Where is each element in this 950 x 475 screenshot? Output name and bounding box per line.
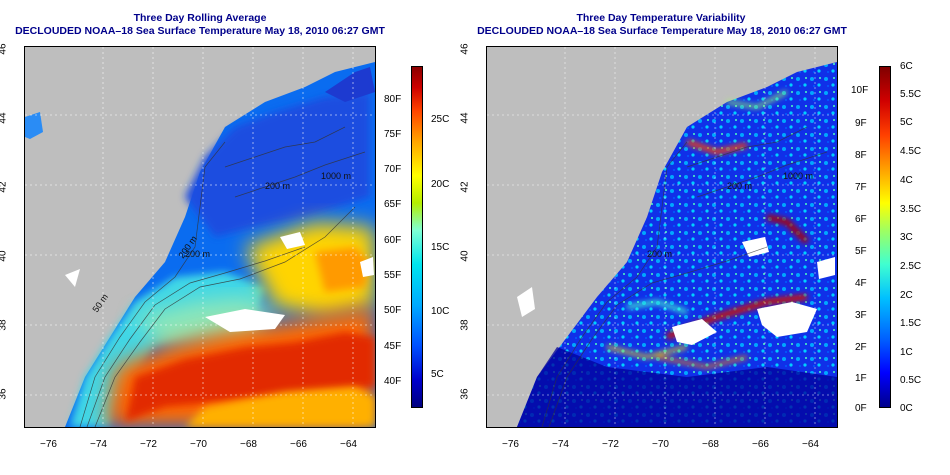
y-tick: 38 <box>459 319 471 331</box>
left-panel-title: Three Day Rolling Average <box>133 12 267 24</box>
colorbar-label-f: 1F <box>855 373 867 384</box>
y-tick: 42 <box>459 181 471 193</box>
y-tick: 42 <box>0 181 9 193</box>
colorbar-label-c: 0.5C <box>900 375 922 386</box>
x-tick: −68 <box>240 439 257 450</box>
y-tick: 38 <box>0 319 9 331</box>
x-tick: −72 <box>602 439 619 450</box>
y-tick: 44 <box>0 112 9 124</box>
x-tick: −68 <box>702 439 719 450</box>
left-panel-subtitle: DECLOUDED NOAA–18 Sea Surface Temperatur… <box>15 25 385 37</box>
colorbar-label-f: 4F <box>855 278 867 289</box>
left-map[interactable]: 200 m 200 m 1000 m 50 m 200 m <box>24 46 376 428</box>
x-tick: −76 <box>502 439 519 450</box>
y-tick: 46 <box>0 43 9 55</box>
colorbar-label-f: 70F <box>384 164 402 175</box>
colorbar-label-f: 5F <box>855 246 867 257</box>
y-tick: 36 <box>0 388 9 400</box>
colorbar-label-f: 60F <box>384 235 402 246</box>
colorbar-label-f: 65F <box>384 199 402 210</box>
x-tick: −74 <box>552 439 569 450</box>
contour-label: 200 m <box>727 181 752 191</box>
colorbar-label-c: 6C <box>900 61 913 72</box>
colorbar-label-f: 50F <box>384 305 402 316</box>
colorbar-label-c: 4.5C <box>900 146 922 157</box>
y-tick: 36 <box>459 388 471 400</box>
colorbar-label-c: 3C <box>900 232 913 243</box>
colorbar-label-c: 3.5C <box>900 204 922 215</box>
right-map[interactable]: 200 m 1000 m 200 m <box>486 46 838 428</box>
x-tick: −70 <box>190 439 207 450</box>
colorbar-label-f: 40F <box>384 376 402 387</box>
ocean-area <box>517 62 837 427</box>
x-tick: −64 <box>802 439 819 450</box>
colorbar-label-f: 10F <box>851 85 869 96</box>
colorbar-label-f: 7F <box>855 182 867 193</box>
y-tick: 40 <box>459 250 471 262</box>
right-panel-title: Three Day Temperature Variability <box>576 12 746 24</box>
colorbar-label-c: 1.5C <box>900 318 922 329</box>
x-tick: −66 <box>752 439 769 450</box>
colorbar-label-f: 45F <box>384 341 402 352</box>
y-tick: 40 <box>0 250 9 262</box>
colorbar-label-c: 25C <box>431 114 450 125</box>
contour-label: 1000 m <box>783 171 813 181</box>
colorbar-label-f: 80F <box>384 94 402 105</box>
y-tick: 46 <box>459 43 471 55</box>
colorbar-label-c: 5C <box>900 117 913 128</box>
contour-label: 200 m <box>185 249 210 259</box>
cloud-gap <box>205 309 285 332</box>
graticule <box>25 47 375 427</box>
colorbar-label-c: 4C <box>900 175 913 186</box>
colorbar-label-f: 75F <box>384 129 402 140</box>
contour-label: 1000 m <box>321 171 351 181</box>
colorbar-label-c: 2C <box>900 290 913 301</box>
colorbar-label-c: 5C <box>431 369 444 380</box>
y-tick: 44 <box>459 112 471 124</box>
graticule <box>487 47 837 427</box>
x-tick: −64 <box>340 439 357 450</box>
x-tick: −72 <box>140 439 157 450</box>
variability-colorbar <box>879 66 891 408</box>
x-tick: −74 <box>90 439 107 450</box>
right-panel-subtitle: DECLOUDED NOAA–18 Sea Surface Temperatur… <box>477 25 847 37</box>
sst-colorbar <box>411 66 423 408</box>
x-tick: −70 <box>652 439 669 450</box>
x-tick: −76 <box>40 439 57 450</box>
colorbar-label-c: 15C <box>431 242 450 253</box>
contour-label: 200 m <box>647 249 672 259</box>
colorbar-label-f: 55F <box>384 270 402 281</box>
colorbar-label-c: 1C <box>900 347 913 358</box>
colorbar-label-c: 20C <box>431 179 450 190</box>
colorbar-label-f: 0F <box>855 403 867 414</box>
colorbar-label-c: 0C <box>900 403 913 414</box>
contour-label: 200 m <box>265 181 290 191</box>
colorbar-label-f: 6F <box>855 214 867 225</box>
colorbar-label-c: 10C <box>431 306 450 317</box>
colorbar-label-c: 2.5C <box>900 261 922 272</box>
colorbar-label-f: 9F <box>855 118 867 129</box>
cloud-gap <box>672 319 717 345</box>
x-tick: −66 <box>290 439 307 450</box>
colorbar-label-f: 3F <box>855 310 867 321</box>
colorbar-label-c: 5.5C <box>900 89 922 100</box>
colorbar-label-f: 2F <box>855 342 867 353</box>
colorbar-label-f: 8F <box>855 150 867 161</box>
